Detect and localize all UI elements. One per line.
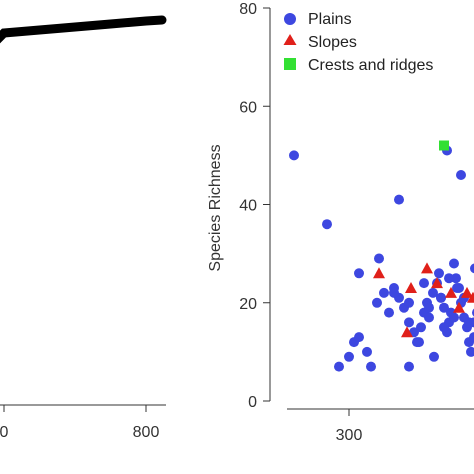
legend-marker-plains: [284, 13, 296, 25]
point-plains-17: [416, 322, 426, 333]
y-axis-label: Species Richness: [207, 144, 224, 271]
point-plains-2: [334, 361, 344, 372]
point-slopes-6: [461, 286, 473, 298]
point-slopes-8: [401, 326, 413, 338]
point-plains-50: [389, 287, 399, 298]
x-tick-label-300: 300: [336, 427, 363, 444]
point-plains-36: [466, 346, 474, 357]
legend-marker-slopes: [283, 34, 297, 45]
scatter-points: [289, 140, 474, 372]
point-plains-6: [362, 346, 372, 357]
point-plains-68: [470, 263, 474, 274]
y-tick-label-40: 40: [239, 198, 257, 215]
point-plains-30: [451, 273, 461, 284]
legend-label-crests: Crests and ridges: [308, 57, 433, 74]
point-slopes-1: [405, 282, 417, 293]
point-plains-29: [449, 258, 459, 269]
point-slopes-7: [467, 291, 474, 303]
legend-marker-crests: [284, 58, 296, 70]
y-ticks: 0 20 40 60 80: [239, 1, 270, 411]
y-tick-label-0: 0: [248, 394, 257, 411]
point-plains-61: [424, 302, 434, 313]
point-slopes-3: [431, 277, 443, 289]
point-plains-5: [354, 332, 364, 343]
point-plains-66: [436, 292, 446, 303]
left-line-chart: 0 800: [0, 15, 167, 441]
point-plains-57: [469, 332, 474, 343]
point-plains-9: [379, 287, 389, 298]
point-plains-48: [354, 268, 364, 279]
point-plains-49: [374, 253, 384, 264]
point-plains-55: [449, 312, 459, 323]
left-x-tick-label-0: 0: [0, 424, 9, 441]
point-slopes-4: [445, 286, 457, 298]
legend-label-slopes: Slopes: [308, 34, 357, 51]
point-plains-62: [444, 273, 454, 284]
point-plains-51: [404, 297, 414, 308]
point-plains-21: [428, 287, 438, 298]
point-plains-0: [289, 150, 299, 161]
point-plains-60: [404, 361, 414, 372]
point-plains-52: [414, 337, 424, 348]
point-plains-10: [384, 307, 394, 318]
point-plains-8: [372, 297, 382, 308]
point-plains-73: [456, 170, 466, 180]
point-plains-23: [434, 268, 444, 279]
point-plains-20: [424, 312, 434, 323]
point-plains-25: [439, 302, 449, 313]
point-plains-54: [439, 322, 449, 333]
left-x-tick-label-800: 800: [133, 424, 160, 441]
point-plains-67: [452, 283, 462, 293]
y-tick-label-20: 20: [239, 296, 257, 313]
point-plains-63: [464, 317, 474, 328]
point-plains-14: [404, 317, 414, 328]
point-plains-1: [322, 219, 332, 230]
point-plains-53: [429, 351, 439, 362]
y-tick-label-80: 80: [239, 1, 257, 18]
point-slopes-0: [373, 267, 385, 279]
point-plains-3: [344, 351, 354, 362]
point-slopes-5: [453, 301, 465, 313]
point-crests-and-ridges-0: [439, 140, 449, 151]
point-slopes-2: [421, 262, 433, 274]
legend-label-plains: Plains: [308, 11, 352, 28]
left-series-line: [0, 15, 167, 44]
right-scatter-chart: 300 0 20 40 60 80 Species Richness Plains Sl…: [207, 1, 474, 444]
point-plains-70: [394, 194, 404, 205]
y-tick-label-60: 60: [239, 99, 257, 116]
legend: Plains Slopes Crests and ridges: [283, 11, 433, 74]
point-plains-7: [366, 361, 376, 372]
point-plains-65: [419, 278, 429, 289]
